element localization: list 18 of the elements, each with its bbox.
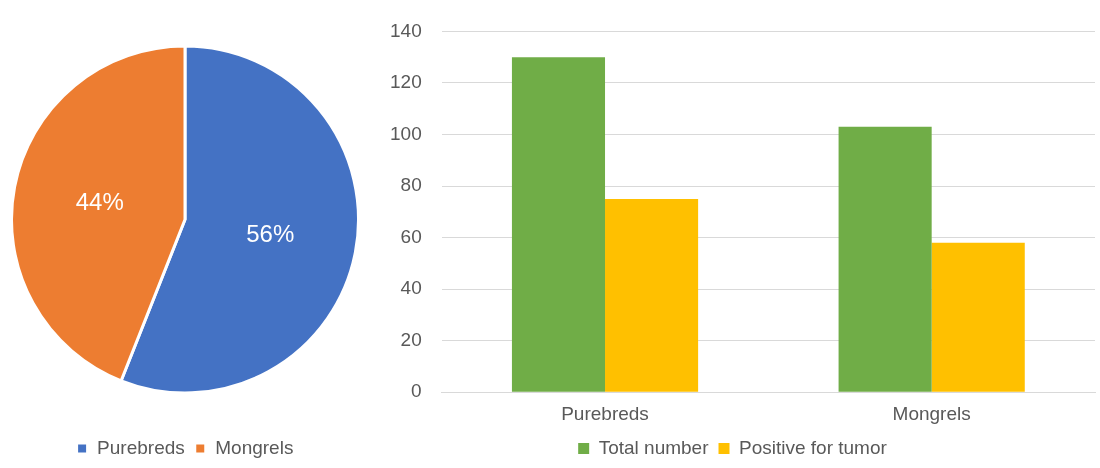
bar bbox=[511, 57, 606, 392]
y-tick-label: 100 bbox=[390, 122, 422, 144]
y-tick-label: 40 bbox=[400, 277, 422, 299]
y-tick-label: 60 bbox=[400, 225, 422, 247]
data-label: 44% bbox=[75, 187, 124, 215]
y-tick-label: 140 bbox=[390, 19, 422, 41]
bar bbox=[838, 126, 932, 392]
legend-label: Purebreds bbox=[97, 436, 185, 458]
legend-label: Mongrels bbox=[215, 436, 294, 458]
y-tick-label: 0 bbox=[411, 380, 422, 402]
y-tick-label: 80 bbox=[400, 174, 422, 196]
bar bbox=[931, 242, 1025, 392]
legend-label: Positive for tumor bbox=[739, 436, 888, 458]
y-tick-label: 20 bbox=[400, 328, 422, 350]
bar bbox=[605, 198, 699, 392]
data-label: 56% bbox=[246, 220, 295, 248]
legend-label: Total number bbox=[598, 436, 710, 458]
y-tick-label: 120 bbox=[390, 71, 422, 93]
